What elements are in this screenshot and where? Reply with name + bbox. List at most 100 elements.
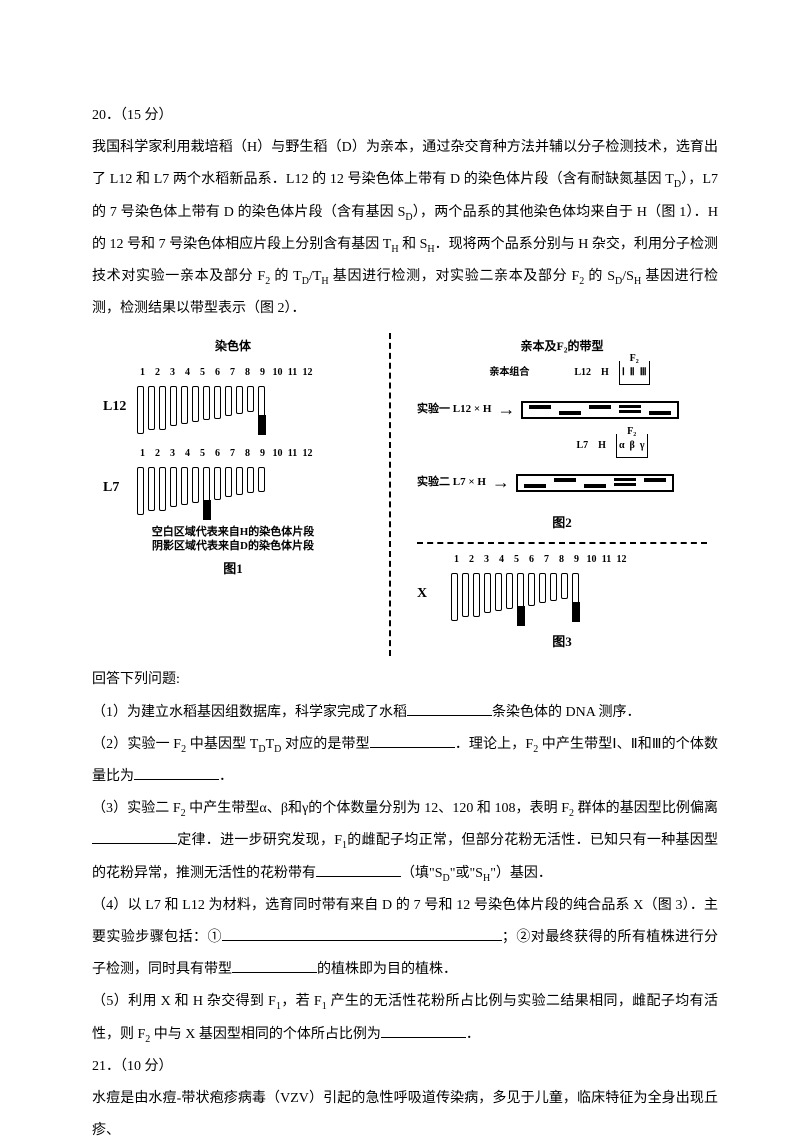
- chromosome: [203, 386, 210, 420]
- label-l7: L7: [103, 472, 131, 504]
- arrow-icon: →: [497, 389, 515, 430]
- chrom-num: 10: [272, 361, 283, 384]
- q3b: 中产生带型α、β和γ的个体数量分别为 12、120 和 108，表明 F: [186, 801, 569, 816]
- sub-h3: H: [321, 276, 328, 287]
- sub-d3: D: [302, 276, 309, 287]
- parent-combo-hdr: 亲本组合: [474, 361, 544, 385]
- chromosome: [247, 467, 254, 493]
- chrom-numbers-x: 123456789101112: [451, 548, 627, 571]
- sub-d1: D: [674, 179, 681, 190]
- chrom-num: 2: [466, 548, 477, 571]
- chrom-num: 6: [212, 442, 223, 465]
- chromosome: [137, 467, 144, 515]
- answer-label: 回答下列问题:: [92, 664, 718, 696]
- gel-2: [516, 474, 674, 492]
- hdr-f2-1: F₂ Ⅰ Ⅱ Ⅲ: [619, 361, 650, 385]
- f2-text-2: F₂: [627, 420, 636, 443]
- intro-t1: 我国科学家利用栽培稻（H）与野生稻（D）为亲本，通过杂交育种方法并辅以分子检测技…: [92, 140, 718, 187]
- q20-5: （5）利用 X 和 H 杂交得到 F1，若 F1 产生的无活性花粉所占比例与实验…: [92, 986, 718, 1050]
- gel-1: [521, 401, 679, 419]
- sub-h2: H: [427, 244, 434, 255]
- chrom-num: 12: [616, 548, 627, 571]
- intro-t9: 的 S: [584, 269, 615, 284]
- q5b: ，若 F: [281, 994, 322, 1009]
- chromosome: [462, 573, 469, 617]
- s2b: D: [258, 744, 265, 755]
- chromosome: [473, 573, 480, 617]
- figure-container: 染色体 L12 123456789101112 L7 1234567891011…: [92, 333, 718, 656]
- arrow-icon-2: →: [492, 462, 510, 503]
- chromosome: [539, 573, 546, 603]
- blank-1: [407, 702, 492, 716]
- intro-t6: 的 T: [270, 269, 302, 284]
- chrom-num: 6: [212, 361, 223, 384]
- chrom-num: 9: [571, 548, 582, 571]
- chrom-num: 8: [242, 361, 253, 384]
- chromosome: [203, 467, 210, 519]
- chrom-numbers-l12: 123456789101112: [137, 361, 313, 384]
- q3c: 群体的基因型比例偏离: [574, 801, 718, 816]
- chromosome: [214, 386, 221, 419]
- chrom-num: 7: [227, 361, 238, 384]
- chrom-num: 5: [197, 361, 208, 384]
- figure-right: 亲本及F₂的带型 亲本组合 L12 H F₂ Ⅰ Ⅱ Ⅲ 实验一 L12 × H…: [417, 333, 707, 656]
- blank-3a: [92, 830, 177, 844]
- chrom-num: 12: [302, 442, 313, 465]
- chromosome: [181, 467, 188, 505]
- chrom-num: 8: [242, 442, 253, 465]
- q20-4: （4）以 L7 和 L12 为材料，选育同时带有来自 D 的 7 号和 12 号…: [92, 890, 718, 987]
- chrom-set-x: [451, 573, 627, 625]
- chromosome: [484, 573, 491, 613]
- chromosome: [528, 573, 535, 606]
- chromosome: [517, 573, 524, 625]
- exp1-label: 实验一 L12 × H: [417, 397, 491, 422]
- chrom-num: 1: [137, 361, 148, 384]
- chromosome: [170, 467, 177, 507]
- chrom-num: 9: [257, 442, 268, 465]
- s3f: D: [443, 872, 450, 883]
- q2e: ．理论上，F: [455, 737, 533, 752]
- q2a: （2）实验一 F: [92, 737, 181, 752]
- fig2-label: 图2: [417, 508, 707, 538]
- exp2-label: 实验二 L7 × H: [417, 470, 486, 495]
- q3h: "）基因．: [490, 866, 552, 881]
- chrom-num: 11: [287, 361, 298, 384]
- chrom-set-l12: [137, 386, 313, 434]
- chrom-num: 1: [137, 442, 148, 465]
- chrom-num: 9: [257, 361, 268, 384]
- q1b: 条染色体的 DNA 测序．: [492, 705, 641, 720]
- blank-5: [381, 1024, 466, 1038]
- q3g: "或"S: [450, 866, 483, 881]
- chrom-num: 7: [541, 548, 552, 571]
- q20-intro: 我国科学家利用栽培稻（H）与野生稻（D）为亲本，通过杂交育种方法并辅以分子检测技…: [92, 132, 718, 325]
- chromosome: [137, 386, 144, 434]
- chromosome: [181, 386, 188, 424]
- blank-2a: [370, 734, 455, 748]
- intro-t10: /S: [622, 269, 634, 284]
- chrom-num: 3: [167, 361, 178, 384]
- chrom-num: 2: [152, 361, 163, 384]
- chrom-num: 2: [152, 442, 163, 465]
- chromosome: [159, 386, 166, 430]
- g1: α: [619, 440, 625, 451]
- figure-1: 染色体 L12 123456789101112 L7 1234567891011…: [103, 333, 363, 656]
- chromosome: [258, 386, 265, 434]
- chrom-num: 8: [556, 548, 567, 571]
- blank-2b: [134, 766, 219, 780]
- exp1-row: 实验一 L12 × H →: [417, 389, 707, 430]
- label-x: X: [417, 578, 445, 610]
- sub-d2: D: [405, 211, 412, 222]
- intro-t4: 和 S: [399, 237, 428, 252]
- chromosome: [247, 386, 254, 412]
- q3f: （填"S: [401, 866, 443, 881]
- chrom-num: 7: [227, 442, 238, 465]
- chrom-num: 1: [451, 548, 462, 571]
- exp2-row: 实验二 L7 × H →: [417, 462, 707, 503]
- g3: γ: [640, 440, 645, 451]
- q20-2: （2）实验一 F2 中基因型 TDTD 对应的是带型．理论上，F2 中产生带型Ⅰ…: [92, 729, 718, 793]
- chromosome: [236, 386, 243, 414]
- q20-3: （3）实验二 F2 中产生带型α、β和γ的个体数量分别为 12、120 和 10…: [92, 793, 718, 890]
- q2g: ．: [219, 769, 233, 784]
- chromosome: [192, 386, 199, 422]
- chrom-num: 4: [496, 548, 507, 571]
